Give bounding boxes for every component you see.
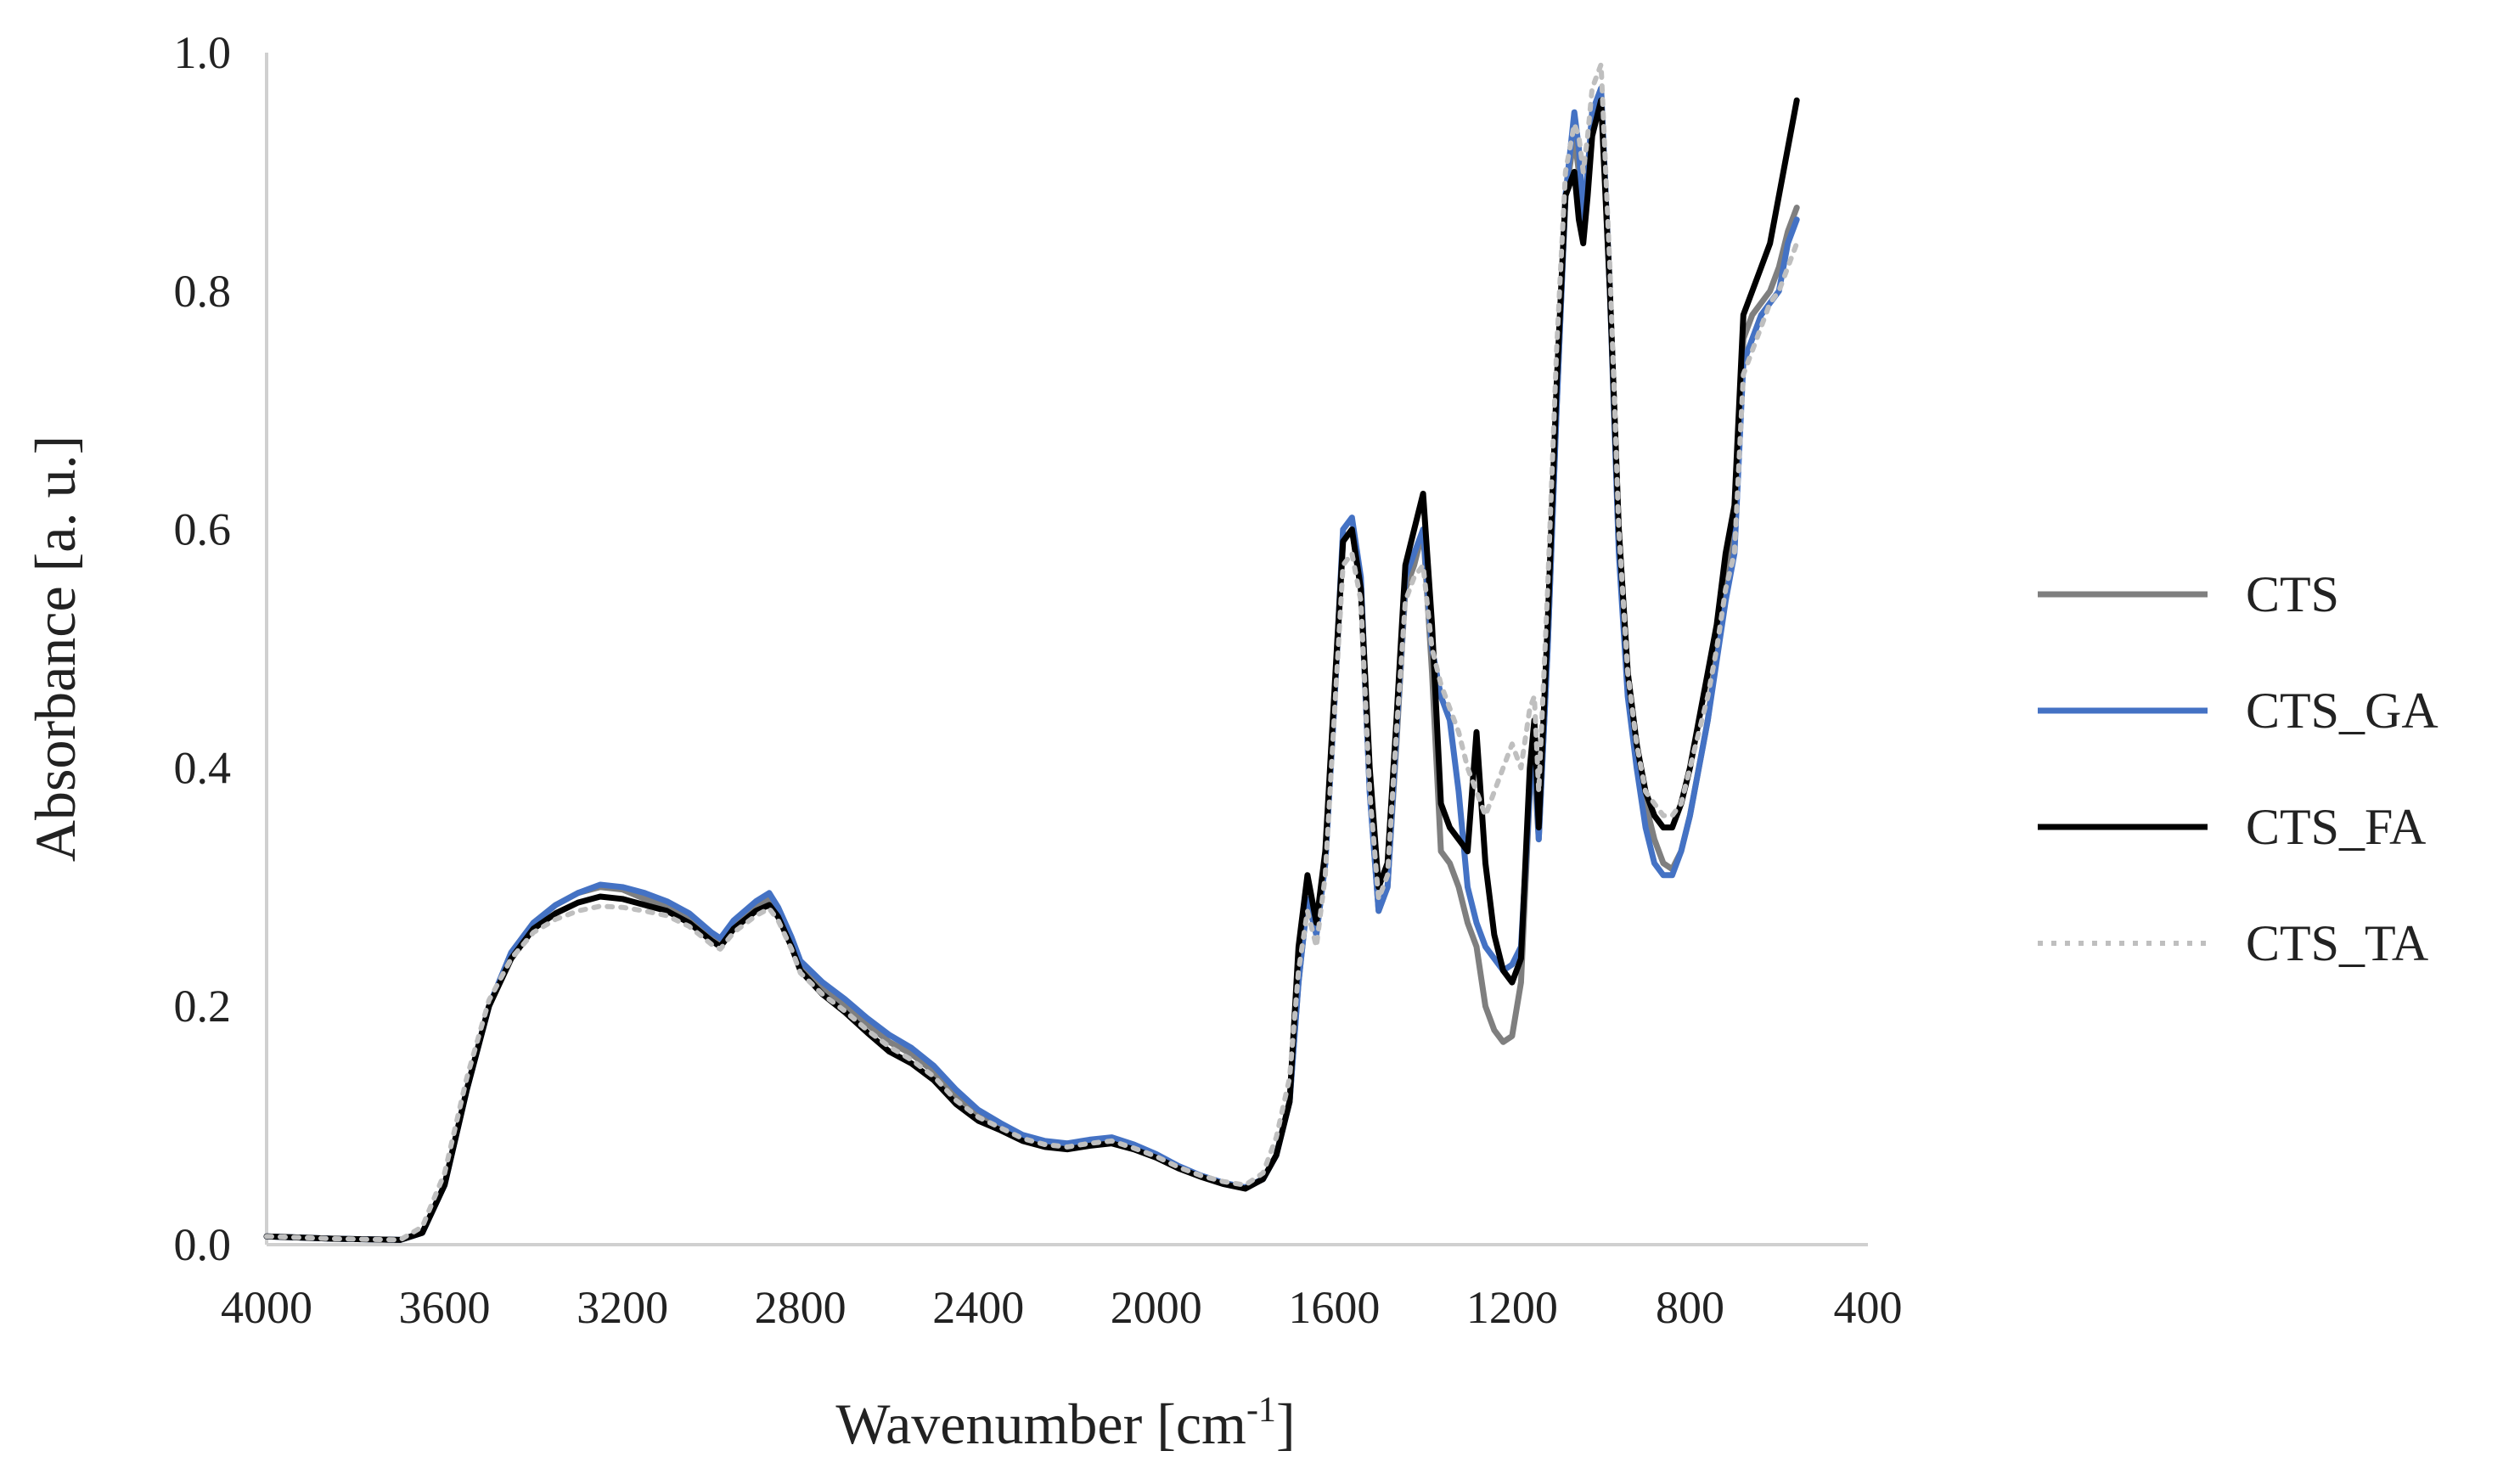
x-tick-label: 2800 <box>755 1282 847 1333</box>
x-tick-label: 4000 <box>221 1282 312 1333</box>
x-tick-label: 2400 <box>932 1282 1024 1333</box>
x-axis-title-main: Wavenumber [cm <box>835 1392 1246 1456</box>
y-tick-label: 0.8 <box>174 266 232 317</box>
x-tick-label: 1600 <box>1288 1282 1380 1333</box>
axes <box>265 53 1868 1246</box>
legend-label-cts-fa: CTS_FA <box>2246 799 2426 855</box>
y-tick-label: 1.0 <box>174 27 232 78</box>
series-lines <box>263 62 1800 1243</box>
legend: CTS CTS_GA CTS_FA CTS_TA <box>2038 566 2438 971</box>
y-tick-label: 0.6 <box>174 504 232 555</box>
x-axis-title: Wavenumber [cm-1] <box>835 1391 1295 1456</box>
x-tick-label: 400 <box>1834 1282 1903 1333</box>
x-tick-label: 2000 <box>1111 1282 1202 1333</box>
series-line-cts <box>263 85 1800 1243</box>
y-tick-label: 0.0 <box>174 1219 232 1270</box>
x-tick-label: 1200 <box>1466 1282 1558 1333</box>
series-line-cts-ga <box>263 85 1800 1243</box>
x-tick-label: 3200 <box>577 1282 668 1333</box>
legend-label-cts-ta: CTS_TA <box>2246 915 2428 971</box>
series-line-cts-ta <box>264 62 1800 1243</box>
x-tick-label: 3600 <box>399 1282 491 1333</box>
legend-label-cts-ga: CTS_GA <box>2246 683 2438 739</box>
y-tick-label: 0.4 <box>174 742 232 793</box>
legend-label-cts: CTS <box>2246 566 2339 622</box>
y-tick-label: 0.2 <box>174 981 232 1032</box>
y-tick-labels: 0.0 0.2 0.4 0.6 0.8 1.0 <box>174 27 232 1270</box>
y-axis-title: Absorbance [a. u.] <box>23 436 87 862</box>
x-tick-labels: 4000 3600 3200 2800 2400 2000 1600 1200 800 400 <box>221 1282 1903 1333</box>
series-line-cts-fa <box>263 97 1800 1243</box>
x-tick-label: 800 <box>1656 1282 1724 1333</box>
x-axis-title-suffix: ] <box>1276 1392 1296 1456</box>
x-axis-title-superscript: -1 <box>1246 1391 1276 1430</box>
